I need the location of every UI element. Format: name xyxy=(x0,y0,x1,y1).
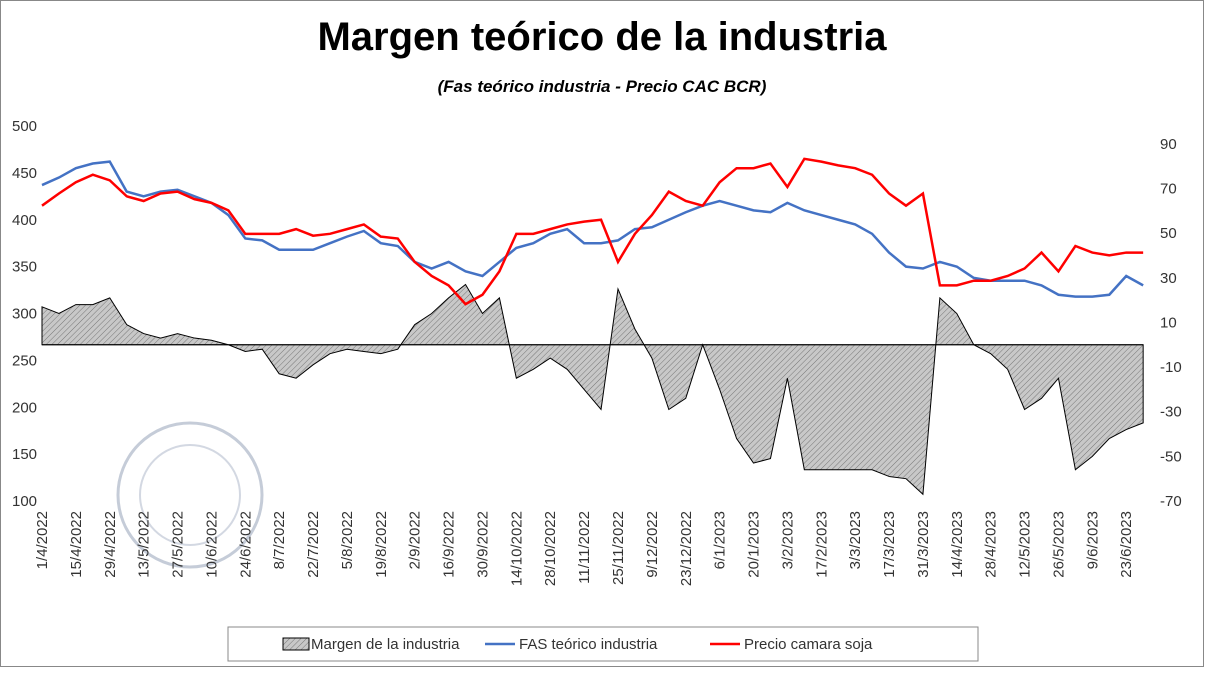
x-tick-label: 30/9/2022 xyxy=(474,511,491,578)
x-tick-label: 23/12/2022 xyxy=(678,511,695,586)
y-tick-label: 500 xyxy=(12,118,37,135)
y-tick-label: 100 xyxy=(12,493,37,510)
x-tick-label: 29/4/2022 xyxy=(102,511,119,578)
y-tick-label: 250 xyxy=(12,352,37,369)
chart-subtitle: (Fas teórico industria - Precio CAC BCR) xyxy=(438,77,767,96)
legend-label: Precio camara soja xyxy=(744,636,873,653)
x-tick-label: 19/8/2022 xyxy=(373,511,390,578)
x-tick-label: 9/12/2022 xyxy=(644,511,661,578)
x-tick-label: 31/3/2023 xyxy=(915,511,932,578)
y-tick-label: 150 xyxy=(12,446,37,463)
y2-tick-label: 50 xyxy=(1160,225,1177,242)
x-tick-label: 11/11/2022 xyxy=(576,511,593,584)
series-line xyxy=(41,157,1144,306)
x-tick-label: 16/9/2022 xyxy=(441,511,458,578)
x-tick-label: 17/3/2023 xyxy=(881,511,898,578)
y-tick-label: 450 xyxy=(12,165,37,182)
x-tick-label: 3/3/2023 xyxy=(847,511,864,569)
x-tick-label: 6/1/2023 xyxy=(712,511,729,569)
y2-tick-label: 70 xyxy=(1160,181,1177,198)
x-tick-label: 2/9/2022 xyxy=(407,511,424,569)
y2-tick-label: 10 xyxy=(1160,314,1177,331)
x-tick-label: 23/6/2023 xyxy=(1118,511,1135,578)
legend-label: FAS teórico industria xyxy=(519,636,658,653)
y2-tick-label: 30 xyxy=(1160,270,1177,287)
x-tick-label: 27/5/2022 xyxy=(170,511,187,578)
y2-tick-label: -30 xyxy=(1160,404,1182,421)
chart-title: Margen teórico de la industria xyxy=(317,15,887,59)
x-tick-label: 24/6/2022 xyxy=(237,511,254,578)
y-tick-label: 350 xyxy=(12,259,37,276)
x-tick-label: 13/5/2022 xyxy=(136,511,153,578)
legend-label: Margen de la industria xyxy=(311,636,460,653)
x-tick-label: 25/11/2022 xyxy=(610,511,627,585)
x-tick-label: 1/4/2022 xyxy=(34,511,51,569)
series-line xyxy=(41,160,1144,298)
x-tick-label: 17/2/2023 xyxy=(813,511,830,578)
x-tick-label: 12/5/2023 xyxy=(1017,511,1034,578)
x-tick-label: 8/7/2022 xyxy=(271,511,288,569)
x-tick-label: 15/4/2022 xyxy=(68,511,85,578)
y-tick-label: 200 xyxy=(12,399,37,416)
y2-tick-label: -70 xyxy=(1160,493,1182,510)
watermark xyxy=(116,421,264,569)
y2-tick-label: -50 xyxy=(1160,448,1182,465)
x-tick-label: 9/6/2023 xyxy=(1084,511,1101,569)
x-tick-label: 3/2/2023 xyxy=(779,511,796,569)
y2-tick-label: -10 xyxy=(1160,359,1182,376)
x-tick-label: 20/1/2023 xyxy=(746,511,763,578)
x-tick-label: 22/7/2022 xyxy=(305,511,322,578)
watermark xyxy=(139,444,241,546)
x-tick-label: 14/4/2023 xyxy=(949,511,966,578)
x-tick-label: 26/5/2023 xyxy=(1050,511,1067,578)
y-tick-label: 300 xyxy=(12,306,37,323)
y-tick-label: 400 xyxy=(12,212,37,229)
x-tick-label: 28/10/2022 xyxy=(542,511,559,586)
legend-swatch xyxy=(282,637,310,651)
x-tick-label: 10/6/2022 xyxy=(203,511,220,578)
y2-tick-label: 90 xyxy=(1160,136,1177,153)
legend xyxy=(227,626,979,662)
margin-area xyxy=(41,283,1144,496)
x-tick-label: 5/8/2022 xyxy=(339,511,356,569)
x-tick-label: 14/10/2022 xyxy=(508,511,525,586)
x-tick-label: 28/4/2023 xyxy=(983,511,1000,578)
